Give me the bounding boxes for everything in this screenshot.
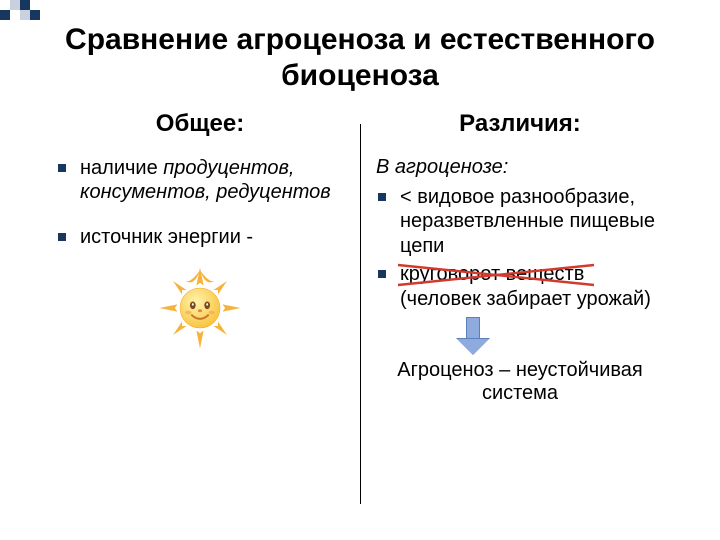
list-text: < видовое разнообразие, неразветвленные … xyxy=(400,186,655,257)
sun-wrap xyxy=(52,263,348,353)
sun-icon xyxy=(155,263,245,353)
divider-line xyxy=(360,124,361,504)
right-subhead: В агроценозе: xyxy=(376,156,668,179)
list-text: наличие xyxy=(80,157,163,179)
list-text: источник энергии - xyxy=(80,226,253,248)
left-column: Общее: наличие продуцентов, консументов,… xyxy=(40,104,360,534)
corner-decor xyxy=(0,0,80,48)
list-item: круговорот веществ (человек забирает уро… xyxy=(378,262,668,311)
list-text: круговорот веществ (человек забирает уро… xyxy=(400,263,651,309)
content-area: Общее: наличие продуцентов, консументов,… xyxy=(0,104,720,534)
slide-title: Сравнение агроценоза и естественного био… xyxy=(0,0,720,104)
left-heading: Общее: xyxy=(52,110,348,138)
right-column: Различия: В агроценозе: < видовое разноо… xyxy=(360,104,680,534)
right-list: < видовое разнообразие, неразветвленные … xyxy=(372,185,668,311)
right-heading: Различия: xyxy=(372,110,668,138)
list-item: < видовое разнообразие, неразветвленные … xyxy=(378,185,668,258)
conclusion-text: Агроценоз – неустойчивая система xyxy=(372,359,668,405)
list-item: наличие продуцентов, консументов, редуце… xyxy=(58,156,348,205)
left-list: наличие продуцентов, консументов, редуце… xyxy=(52,156,348,249)
list-item: источник энергии - xyxy=(58,225,348,249)
arrow-down-icon xyxy=(372,317,668,355)
